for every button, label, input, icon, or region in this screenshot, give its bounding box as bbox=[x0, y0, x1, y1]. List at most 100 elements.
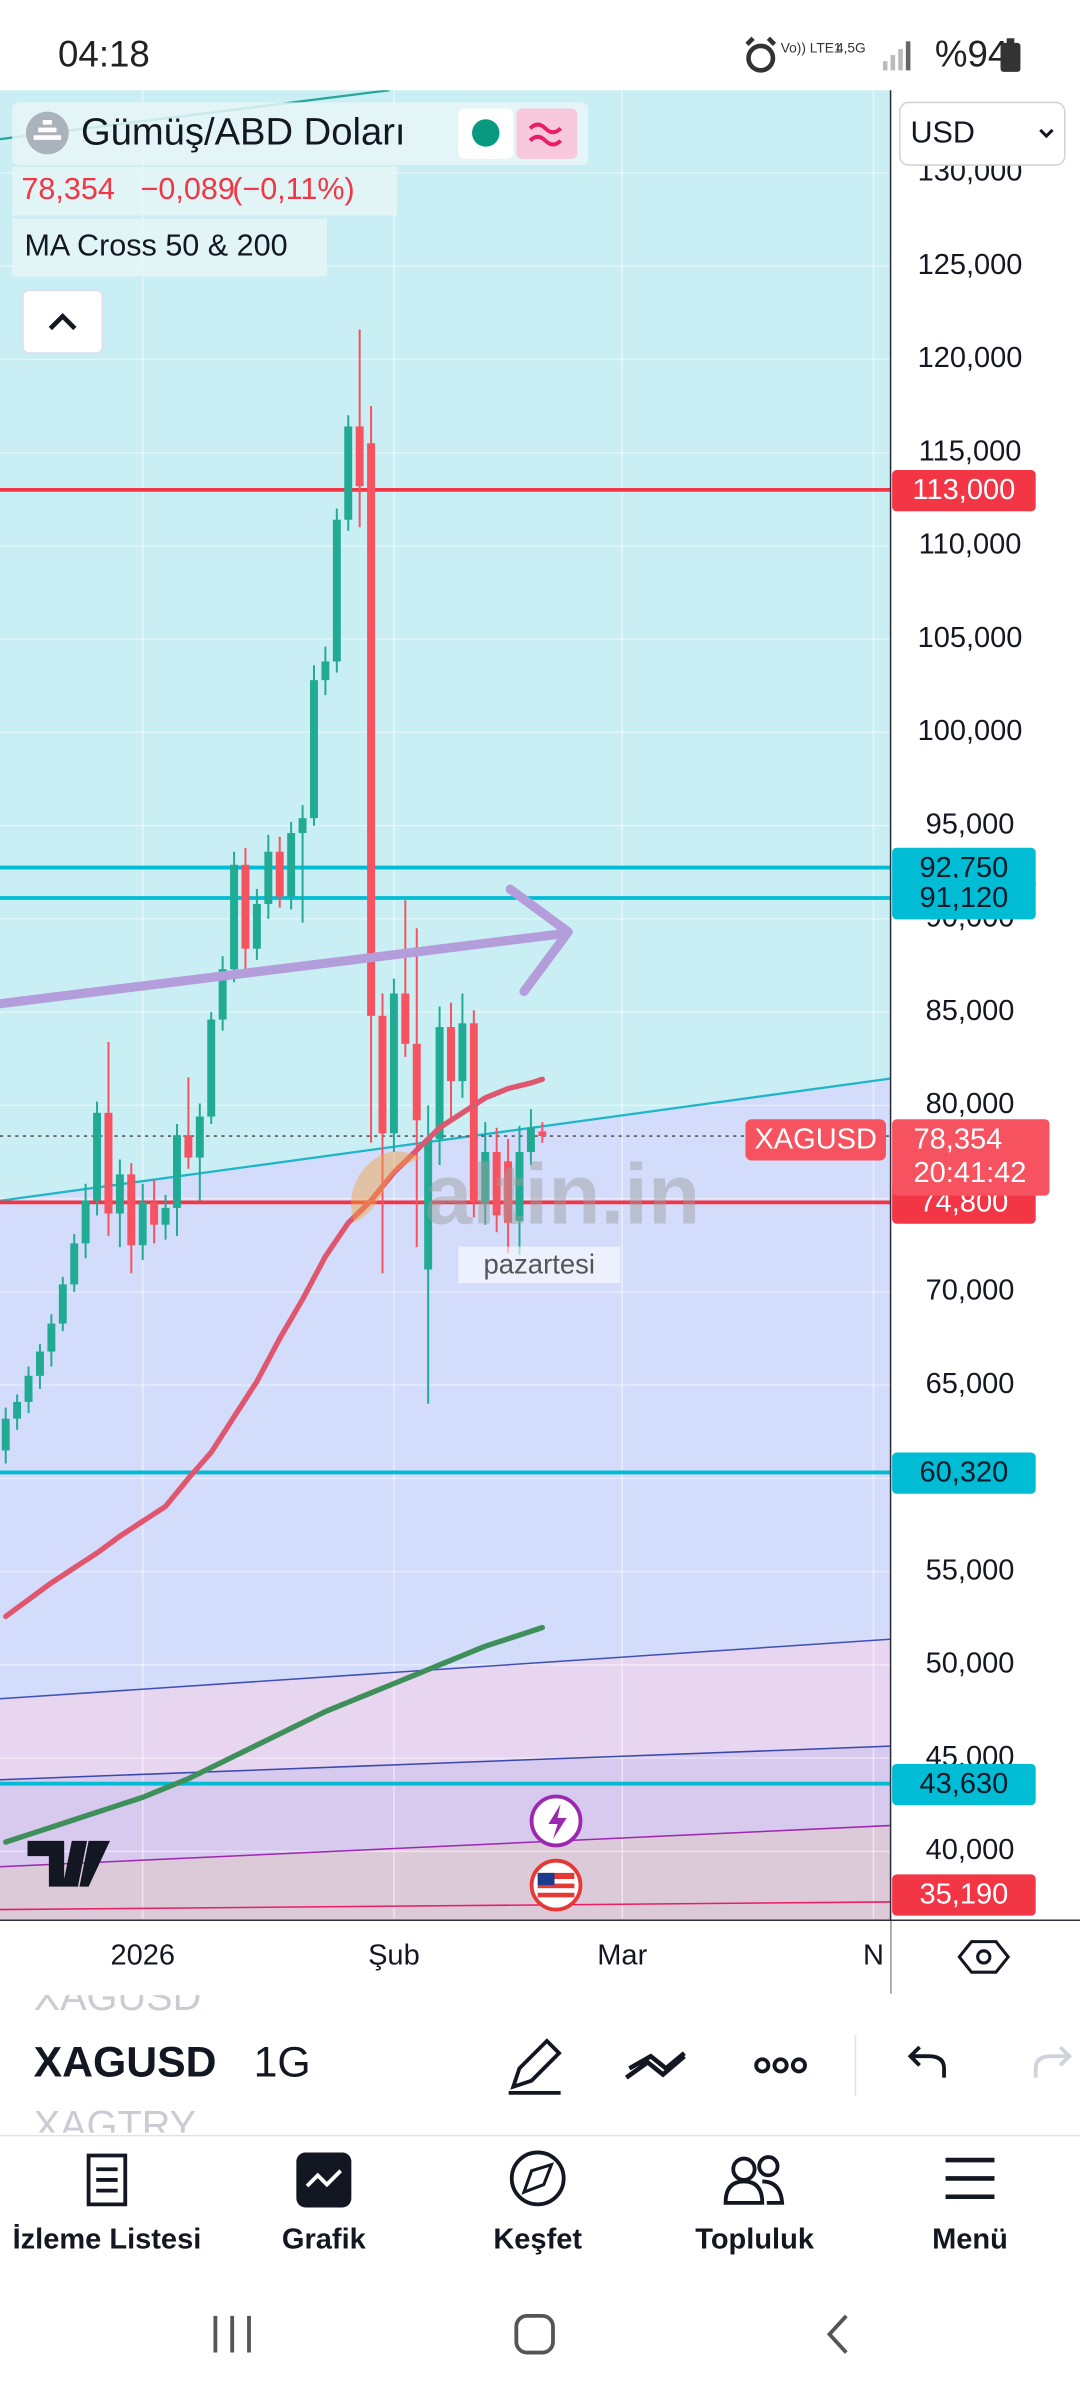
candle-body bbox=[58, 1284, 67, 1324]
data-badge[interactable] bbox=[516, 108, 578, 159]
candle-body bbox=[378, 1015, 387, 1134]
y-tick-label: 65,000 bbox=[926, 1368, 1015, 1400]
candle-body bbox=[332, 519, 341, 662]
price-tag bbox=[892, 878, 1036, 920]
nav-bar: İzleme Listesi Grafik Keşfet Topluluk Menü bbox=[13, 2224, 1008, 2256]
symbol-title[interactable]: Gümüş/ABD Doları bbox=[81, 111, 406, 154]
candle-body bbox=[127, 1174, 136, 1246]
indicator-bg bbox=[12, 218, 327, 277]
nav-label[interactable]: Topluluk bbox=[695, 2224, 815, 2256]
x-tick-label: N bbox=[863, 1940, 884, 1972]
time-axis-labels: 2026 Şub Mar N bbox=[110, 1940, 883, 1972]
price-tag-label: 113,000 bbox=[913, 474, 1016, 506]
candle-body bbox=[458, 1023, 467, 1082]
grid bbox=[0, 90, 891, 1919]
candle-body bbox=[1, 1418, 10, 1451]
candle-body bbox=[469, 1023, 478, 1203]
legend-last: 78,354 bbox=[21, 172, 114, 206]
legend-bg bbox=[12, 102, 589, 166]
settings-button[interactable] bbox=[957, 1940, 1011, 1974]
annotation: pazartesi bbox=[483, 1249, 595, 1280]
select-chevron bbox=[1039, 128, 1054, 139]
arrow-drawing bbox=[0, 884, 573, 1009]
last-price-label: 78,354 bbox=[913, 1123, 1002, 1155]
tradingview-logo[interactable] bbox=[27, 1840, 110, 1887]
candle-body bbox=[230, 864, 239, 970]
menu-icon[interactable] bbox=[945, 2157, 995, 2200]
candle-body bbox=[435, 1027, 444, 1139]
symbol-prev[interactable]: XAGUSD bbox=[34, 1975, 202, 2019]
price-axis bbox=[890, 90, 1080, 1921]
candle-body bbox=[195, 1116, 204, 1158]
nav-label[interactable]: Menü bbox=[932, 2224, 1008, 2256]
price-tag-label: 43,630 bbox=[920, 1768, 1009, 1800]
trend-line bbox=[0, 1638, 891, 1700]
symbol-tag-label: XAGUSD bbox=[754, 1123, 877, 1155]
home-button[interactable] bbox=[514, 2313, 555, 2355]
candle-body bbox=[47, 1323, 56, 1352]
explore-glyph bbox=[521, 2162, 555, 2195]
candle-body bbox=[173, 1135, 181, 1208]
y-tick-label: 55,000 bbox=[926, 1554, 1015, 1586]
candle-body bbox=[492, 1151, 501, 1216]
collapse-chevron bbox=[48, 313, 77, 331]
nav-icons bbox=[86, 2150, 995, 2208]
candle-body bbox=[115, 1174, 124, 1214]
currency-select[interactable] bbox=[898, 101, 1066, 166]
more-button[interactable] bbox=[754, 2057, 807, 2074]
nav-label[interactable]: İzleme Listesi bbox=[13, 2224, 202, 2256]
candle-body bbox=[161, 1207, 170, 1225]
symbol-next[interactable]: XAGTRY bbox=[34, 2103, 197, 2147]
draw-button[interactable] bbox=[508, 2038, 562, 2095]
collapse-button[interactable] bbox=[22, 289, 104, 354]
moving-averages bbox=[3, 1076, 546, 1845]
price-tag bbox=[892, 1763, 1036, 1806]
explore-icon[interactable] bbox=[509, 2150, 566, 2207]
y-tick-label: 110,000 bbox=[919, 529, 1022, 561]
clock: 04:18 bbox=[58, 33, 150, 74]
alarm-icon bbox=[745, 36, 777, 73]
candle-body bbox=[287, 833, 296, 897]
price-tag-label: 60,320 bbox=[920, 1457, 1009, 1489]
candle-body bbox=[298, 818, 307, 834]
candle-body bbox=[321, 661, 330, 681]
candle-body bbox=[424, 1138, 433, 1270]
zone bbox=[0, 1825, 891, 1921]
nav-label[interactable]: Grafik bbox=[282, 2224, 367, 2256]
x-tick-label: 2026 bbox=[110, 1940, 175, 1972]
symbol-tag bbox=[745, 1119, 886, 1161]
candle-body bbox=[13, 1401, 22, 1419]
symbol[interactable]: XAGUSD bbox=[34, 2039, 217, 2087]
candle-body bbox=[70, 1243, 79, 1285]
flag-glyph bbox=[537, 1872, 575, 1898]
indicator-name[interactable]: MA Cross 50 & 200 bbox=[24, 229, 287, 263]
candle-body bbox=[401, 993, 410, 1044]
back-button[interactable] bbox=[826, 2314, 848, 2354]
community-icon[interactable] bbox=[723, 2155, 785, 2205]
market-open-dot bbox=[472, 119, 500, 147]
recent-apps-button[interactable] bbox=[213, 2315, 251, 2353]
trend-line bbox=[0, 1077, 891, 1202]
candle-body bbox=[93, 1112, 102, 1201]
symbol-icon-glyph bbox=[33, 119, 62, 140]
watchlist-icon[interactable] bbox=[86, 2153, 128, 2207]
event-glyph bbox=[548, 1804, 567, 1840]
price-tag bbox=[892, 1452, 1036, 1494]
candle-body bbox=[526, 1127, 535, 1152]
interval[interactable]: 1G bbox=[254, 2039, 311, 2087]
chart-icon-glyph bbox=[305, 2169, 343, 2188]
candle-body bbox=[104, 1112, 113, 1214]
nav-label[interactable]: Keşfet bbox=[493, 2224, 582, 2256]
countdown: 20:41:42 bbox=[913, 1157, 1026, 1189]
y-tick-label: 70,000 bbox=[926, 1275, 1015, 1307]
candle-body bbox=[412, 1043, 421, 1121]
redo-button[interactable] bbox=[1033, 2045, 1073, 2078]
undo-button[interactable] bbox=[907, 2045, 946, 2078]
network: Vo)) LTE1 bbox=[781, 41, 842, 56]
y-tick-label: 95,000 bbox=[926, 808, 1015, 840]
candle-body bbox=[241, 864, 250, 949]
price-tag bbox=[892, 470, 1036, 512]
candle-body bbox=[275, 851, 284, 897]
indicators-button[interactable] bbox=[624, 2051, 686, 2080]
